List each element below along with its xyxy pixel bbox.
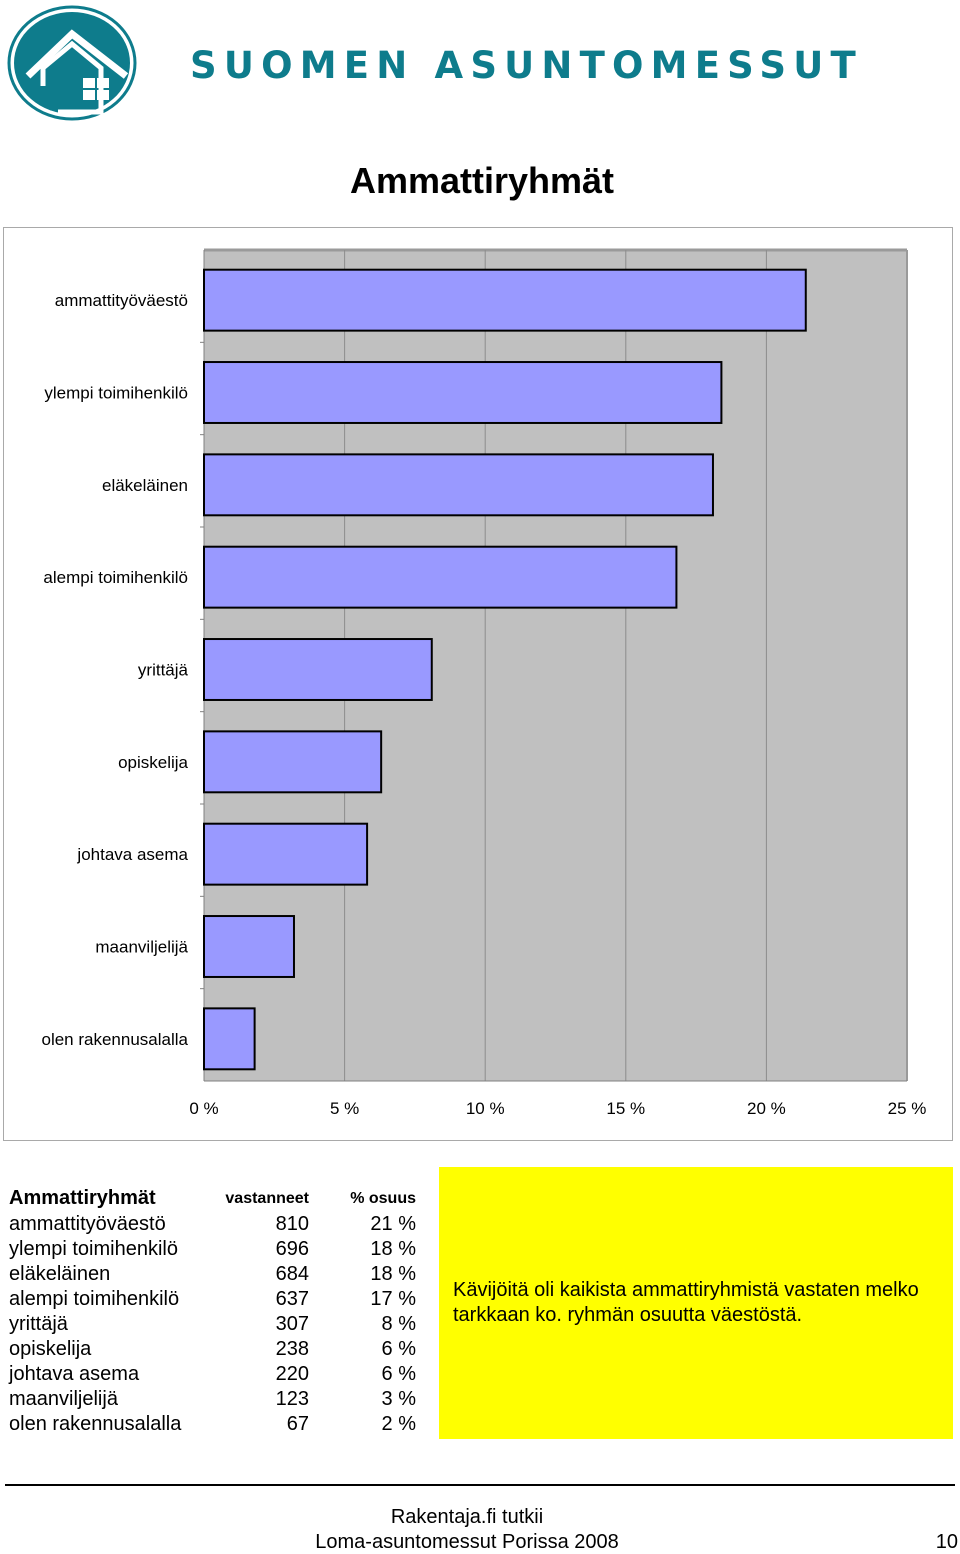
table-header-count: vastanneet bbox=[225, 1190, 309, 1207]
page-title: Ammattiryhmät bbox=[349, 160, 615, 201]
table-cell-group: yrittäjä bbox=[9, 1313, 68, 1335]
house-logo-icon bbox=[7, 5, 137, 121]
table-cell-group: eläkeläinen bbox=[9, 1263, 111, 1285]
bar bbox=[203, 268, 807, 332]
table-cell-count: 123 bbox=[275, 1388, 309, 1410]
table-cell-share: 17 % bbox=[370, 1288, 416, 1310]
category-label: olen rakennusalalla bbox=[42, 1030, 189, 1049]
category-label: ammattityöväestö bbox=[55, 291, 188, 310]
bar-chart: ammattityöväestö ylempi toimihenkilö eläke… bbox=[42, 248, 927, 1118]
x-tick-label: 0 % bbox=[189, 1099, 218, 1118]
bar bbox=[203, 545, 678, 609]
category-label: johtava asema bbox=[76, 845, 188, 864]
table-cell-group: johtava asema bbox=[9, 1363, 140, 1385]
footer-divider bbox=[5, 1484, 955, 1486]
table-cell-share: 8 % bbox=[381, 1313, 416, 1335]
table-cell-share: 6 % bbox=[381, 1338, 416, 1360]
table-cell-group: olen rakennusalalla bbox=[9, 1413, 182, 1435]
page-number: 10 bbox=[935, 1531, 958, 1553]
category-label: alempi toimihenkilö bbox=[43, 568, 188, 587]
bar bbox=[203, 822, 369, 886]
bar bbox=[203, 730, 383, 794]
table-cell-group: opiskelija bbox=[9, 1338, 92, 1360]
x-tick-label: 10 % bbox=[466, 1099, 505, 1118]
category-label: opiskelija bbox=[118, 753, 188, 772]
table-cell-count: 696 bbox=[275, 1238, 309, 1260]
x-tick-label: 15 % bbox=[606, 1099, 645, 1118]
bar bbox=[203, 915, 295, 978]
x-tick-label: 5 % bbox=[330, 1099, 359, 1118]
table-cell-group: alempi toimihenkilö bbox=[9, 1288, 180, 1310]
category-label: yrittäjä bbox=[138, 661, 189, 680]
table-cell-share: 2 % bbox=[381, 1413, 416, 1435]
footer-report-title: Loma-asuntomessut Porissa 2008 bbox=[315, 1531, 619, 1553]
table-cell-count: 684 bbox=[275, 1263, 309, 1285]
bar bbox=[203, 1007, 256, 1071]
table-header-group: Ammattiryhmät bbox=[9, 1187, 156, 1209]
footer-source: Rakentaja.fi tutkii bbox=[390, 1506, 544, 1528]
note-box: Kävijöitä oli kaikista ammattiryhmistä v… bbox=[439, 1167, 953, 1439]
category-label: eläkeläinen bbox=[102, 476, 188, 495]
bar bbox=[203, 638, 433, 701]
table-cell-count: 307 bbox=[275, 1313, 309, 1335]
note-text: Kävijöitä oli kaikista ammattiryhmistä v… bbox=[453, 1279, 919, 1326]
table-cell-group: ylempi toimihenkilö bbox=[9, 1238, 178, 1260]
table-cell-share: 18 % bbox=[370, 1263, 416, 1285]
table-cell-count: 637 bbox=[275, 1288, 309, 1310]
table-cell-count: 238 bbox=[275, 1338, 309, 1360]
brand-wordmark: SUOMEN ASUNTOMESSUT bbox=[190, 44, 863, 87]
bar bbox=[203, 453, 714, 517]
table-cell-count: 810 bbox=[275, 1213, 309, 1235]
chart-frame: ammattityöväestö ylempi toimihenkilö eläke… bbox=[3, 227, 953, 1141]
bar bbox=[203, 361, 723, 424]
table-cell-group: maanviljelijä bbox=[9, 1388, 118, 1410]
table-cell-count: 67 bbox=[286, 1413, 309, 1435]
table-cell-share: 21 % bbox=[370, 1213, 416, 1235]
table-header-share: % osuus bbox=[350, 1190, 416, 1207]
category-label: maanviljelijä bbox=[95, 938, 188, 957]
table-cell-share: 18 % bbox=[370, 1238, 416, 1260]
table-cell-count: 220 bbox=[275, 1363, 309, 1385]
table-cell-group: ammattityöväestö bbox=[9, 1213, 166, 1235]
category-label: ylempi toimihenkilö bbox=[44, 384, 188, 403]
x-tick-label: 25 % bbox=[888, 1099, 927, 1118]
table-cell-share: 3 % bbox=[381, 1388, 416, 1410]
table-cell-share: 6 % bbox=[381, 1363, 416, 1385]
x-tick-label: 20 % bbox=[747, 1099, 786, 1118]
